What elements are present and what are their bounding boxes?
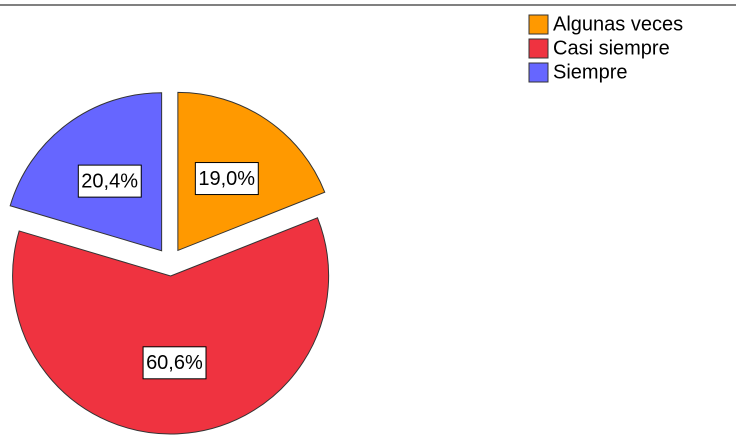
legend-swatch — [528, 14, 549, 35]
data-label: 19,0% — [194, 162, 259, 196]
legend-swatch — [528, 38, 549, 59]
data-label: 60,6% — [142, 346, 207, 380]
legend-label: Casi siempre — [553, 37, 670, 59]
legend-label: Algunas veces — [553, 13, 683, 35]
pie-slice — [12, 217, 330, 435]
data-label-text: 19,0% — [198, 168, 255, 190]
data-label-box — [194, 162, 259, 196]
legend-label: Siempre — [553, 61, 627, 83]
data-label: 20,4% — [77, 164, 142, 198]
data-label-text: 20,4% — [81, 170, 138, 192]
data-label-box — [142, 346, 207, 380]
legend-swatch — [528, 62, 549, 83]
data-label-text: 60,6% — [146, 352, 203, 374]
data-label-box — [77, 164, 142, 198]
